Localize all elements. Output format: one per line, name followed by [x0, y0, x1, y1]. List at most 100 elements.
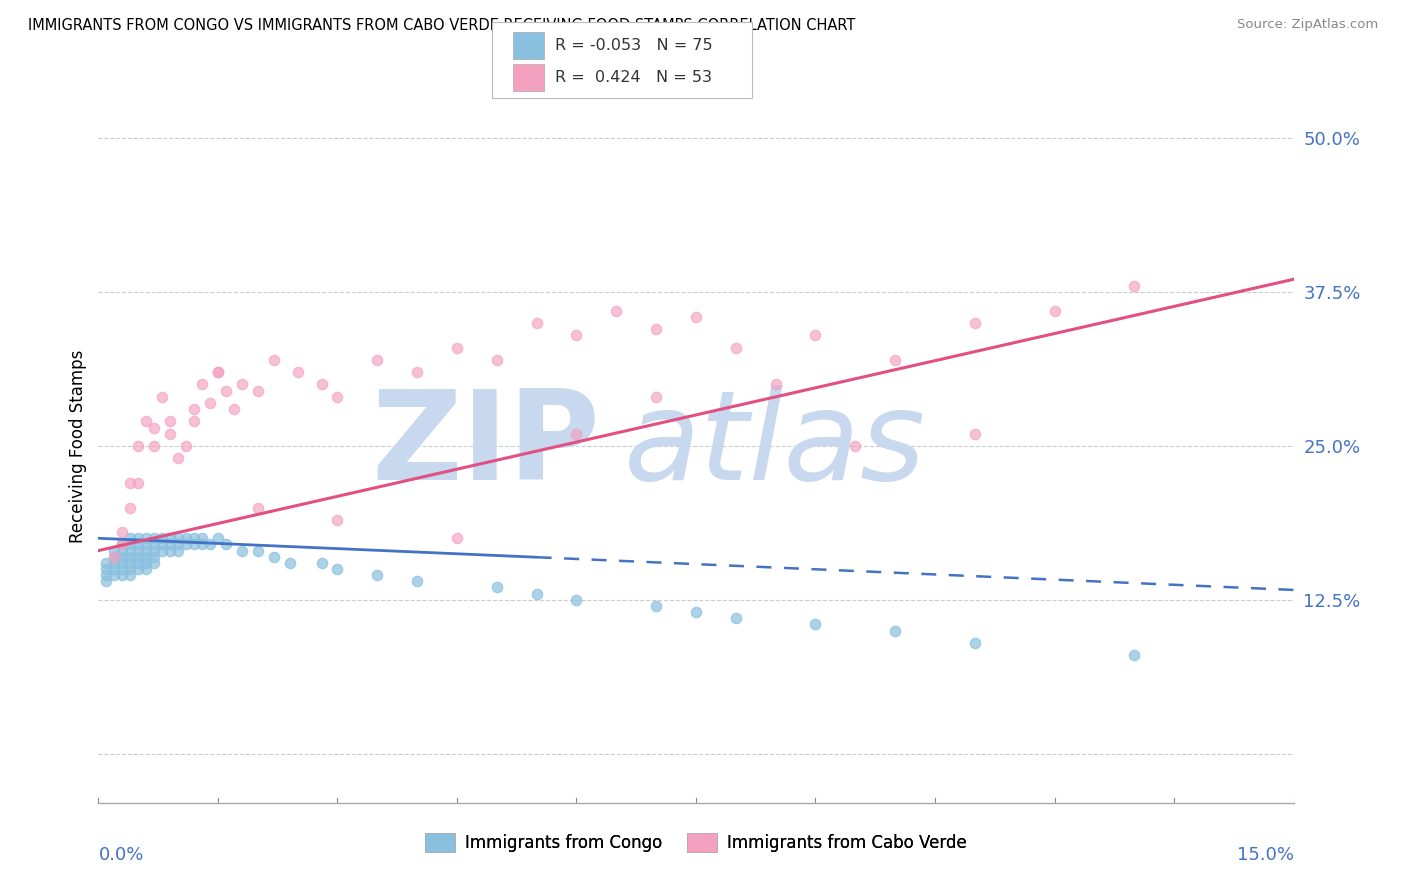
Point — [127, 537, 149, 551]
Point — [103, 549, 125, 564]
Point — [143, 531, 166, 545]
Point — [446, 341, 468, 355]
Point — [159, 537, 181, 551]
Point — [111, 562, 134, 576]
Point — [645, 322, 668, 336]
Point — [485, 352, 508, 367]
Point — [96, 562, 118, 576]
Point — [127, 475, 149, 490]
Point — [120, 537, 142, 551]
Point — [804, 328, 827, 343]
Point — [366, 568, 388, 582]
Point — [143, 549, 166, 564]
Legend: Immigrants from Congo, Immigrants from Cabo Verde: Immigrants from Congo, Immigrants from C… — [419, 826, 973, 859]
Point — [103, 556, 125, 570]
Text: R = -0.053   N = 75: R = -0.053 N = 75 — [555, 38, 713, 53]
Point — [150, 531, 173, 545]
Point — [111, 537, 134, 551]
Point — [884, 624, 907, 638]
Point — [215, 384, 238, 398]
Text: IMMIGRANTS FROM CONGO VS IMMIGRANTS FROM CABO VERDE RECEIVING FOOD STAMPS CORREL: IMMIGRANTS FROM CONGO VS IMMIGRANTS FROM… — [28, 18, 855, 33]
Point — [150, 543, 173, 558]
Point — [215, 537, 238, 551]
Point — [135, 414, 157, 428]
Point — [103, 543, 125, 558]
Text: 0.0%: 0.0% — [98, 846, 143, 863]
Point — [127, 549, 149, 564]
Point — [159, 426, 181, 441]
Point — [963, 636, 986, 650]
Point — [127, 562, 149, 576]
Point — [150, 390, 173, 404]
Y-axis label: Receiving Food Stamps: Receiving Food Stamps — [69, 350, 87, 542]
Point — [191, 537, 214, 551]
Point — [120, 549, 142, 564]
Point — [326, 390, 349, 404]
Point — [963, 316, 986, 330]
Point — [406, 365, 429, 379]
Point — [804, 617, 827, 632]
Point — [326, 513, 349, 527]
Point — [326, 562, 349, 576]
Point — [246, 500, 269, 515]
Point — [231, 543, 253, 558]
Point — [135, 543, 157, 558]
Text: atlas: atlas — [624, 385, 927, 507]
Point — [143, 537, 166, 551]
Point — [183, 537, 205, 551]
Point — [565, 592, 588, 607]
Point — [96, 556, 118, 570]
Point — [103, 549, 125, 564]
Point — [231, 377, 253, 392]
Point — [278, 556, 301, 570]
Point — [174, 439, 197, 453]
Point — [485, 581, 508, 595]
Text: Source: ZipAtlas.com: Source: ZipAtlas.com — [1237, 18, 1378, 31]
Point — [183, 414, 205, 428]
Point — [963, 426, 986, 441]
Point — [159, 414, 181, 428]
Point — [1043, 303, 1066, 318]
Point — [198, 396, 221, 410]
Point — [765, 377, 787, 392]
Point — [120, 562, 142, 576]
Point — [103, 562, 125, 576]
Point — [111, 568, 134, 582]
Point — [263, 549, 285, 564]
Point — [135, 531, 157, 545]
Point — [287, 365, 309, 379]
Point — [1123, 279, 1146, 293]
Point — [111, 525, 134, 540]
Point — [884, 352, 907, 367]
Point — [311, 377, 333, 392]
Text: 15.0%: 15.0% — [1236, 846, 1294, 863]
Point — [844, 439, 866, 453]
Point — [127, 556, 149, 570]
Point — [120, 500, 142, 515]
Point — [183, 531, 205, 545]
Point — [143, 439, 166, 453]
Point — [198, 537, 221, 551]
Point — [246, 543, 269, 558]
Point — [406, 574, 429, 589]
Point — [207, 365, 229, 379]
Point — [366, 352, 388, 367]
Point — [183, 402, 205, 417]
Point — [143, 420, 166, 434]
Point — [143, 543, 166, 558]
Point — [174, 531, 197, 545]
Point — [111, 543, 134, 558]
Point — [135, 562, 157, 576]
Point — [207, 531, 229, 545]
Point — [120, 556, 142, 570]
Point — [111, 556, 134, 570]
Point — [311, 556, 333, 570]
Point — [135, 537, 157, 551]
Point — [96, 574, 118, 589]
Point — [167, 543, 190, 558]
Point — [120, 568, 142, 582]
Point — [120, 531, 142, 545]
Point — [565, 426, 588, 441]
Point — [526, 316, 548, 330]
Point — [685, 605, 707, 619]
